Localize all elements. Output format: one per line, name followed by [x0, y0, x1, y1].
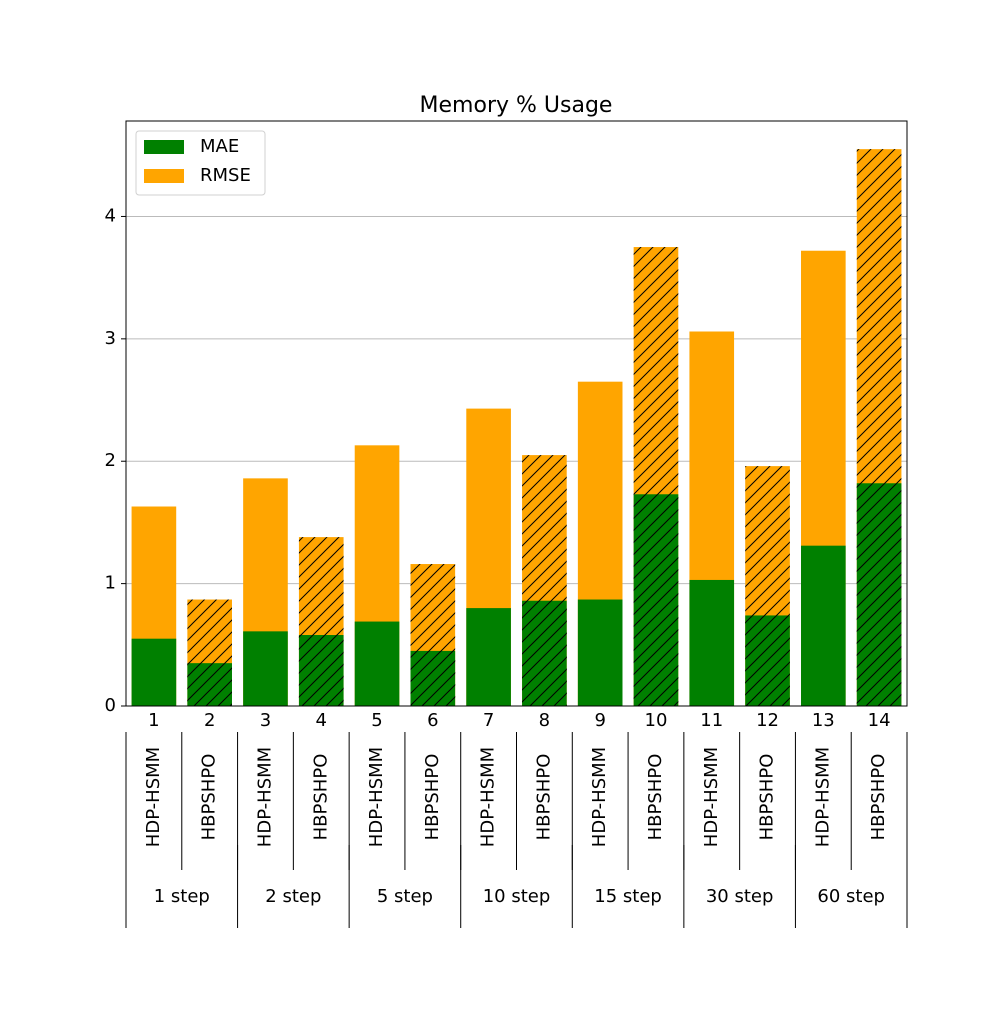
bar-hatch — [298, 635, 344, 706]
x-tick-label: 3 — [260, 710, 271, 731]
model-label: HDP-HSMM — [254, 747, 275, 847]
x-tick-label: 5 — [371, 710, 382, 731]
x-tick-label: 10 — [645, 710, 668, 731]
group-label: 15 step — [594, 886, 662, 907]
bar — [243, 631, 288, 706]
model-label: HDP-HSMM — [812, 747, 833, 847]
group-label: 2 step — [265, 886, 321, 907]
bar-hatch — [522, 600, 567, 706]
legend-swatch — [144, 169, 184, 183]
bar-hatch — [633, 494, 679, 706]
y-tick-label: 0 — [105, 695, 116, 716]
bar — [689, 579, 735, 706]
model-label: HBPSHPO — [199, 754, 220, 841]
x-tick-label: 6 — [427, 710, 438, 731]
bar-hatch — [187, 663, 232, 706]
chart-title: Memory % Usage — [420, 93, 613, 118]
x-tick-label: 1 — [148, 710, 159, 731]
x-tick-label: 4 — [316, 710, 327, 731]
bar-hatch — [410, 650, 456, 706]
y-tick-label: 2 — [105, 450, 116, 471]
x-tick-label: 13 — [812, 710, 835, 731]
bar — [466, 608, 511, 706]
plot-frame — [125, 120, 908, 707]
bar-hatch — [745, 615, 790, 706]
bar-hatch — [856, 483, 902, 706]
bar — [131, 638, 177, 706]
model-label: HDP-HSMM — [589, 747, 610, 847]
model-label: HBPSHPO — [310, 754, 331, 841]
model-label: HDP-HSMM — [478, 747, 499, 847]
group-label: 5 step — [377, 886, 433, 907]
group-label: 1 step — [154, 886, 210, 907]
x-tick-label: 14 — [868, 710, 891, 731]
legend-label: RMSE — [200, 165, 251, 186]
x-tick-label: 12 — [756, 710, 779, 731]
group-label: 10 step — [483, 886, 551, 907]
group-label: 30 step — [706, 886, 774, 907]
model-label: HBPSHPO — [645, 754, 666, 841]
group-label: 60 step — [817, 886, 885, 907]
legend-swatch — [144, 140, 184, 154]
bar — [577, 599, 623, 706]
x-tick-label: 8 — [539, 710, 550, 731]
x-tick-label: 2 — [204, 710, 215, 731]
x-tick-label: 7 — [483, 710, 494, 731]
model-label: HBPSHPO — [757, 754, 778, 841]
x-tick-label: 11 — [700, 710, 723, 731]
y-tick-label: 3 — [105, 328, 116, 349]
model-label: HBPSHPO — [868, 754, 889, 841]
bar — [354, 621, 400, 706]
legend-label: MAE — [200, 136, 239, 157]
x-tick-label: 9 — [594, 710, 605, 731]
y-tick-label: 4 — [105, 205, 116, 226]
y-tick-label: 1 — [105, 573, 116, 594]
model-label: HBPSHPO — [533, 754, 554, 841]
model-label: HBPSHPO — [422, 754, 443, 841]
model-label: HDP-HSMM — [366, 747, 387, 847]
model-label: HDP-HSMM — [701, 747, 722, 847]
bar — [801, 545, 846, 706]
model-label: HDP-HSMM — [143, 747, 164, 847]
